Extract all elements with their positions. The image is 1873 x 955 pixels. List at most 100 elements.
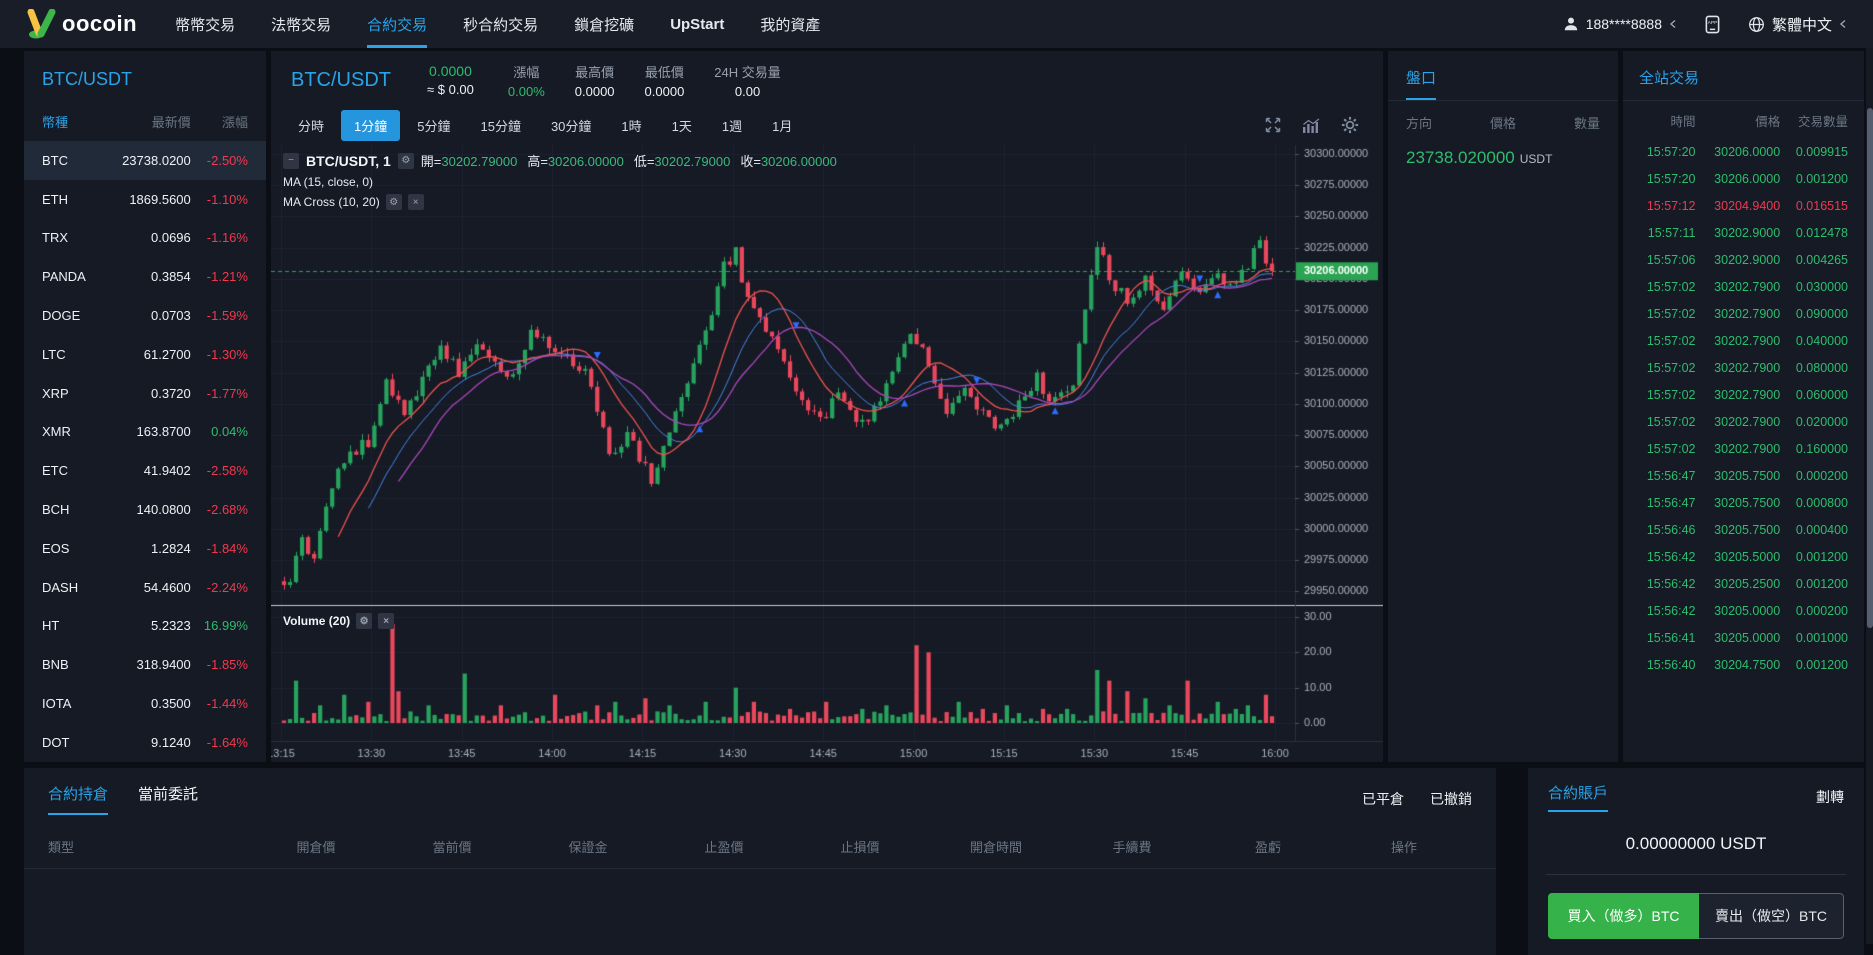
timeframe-tab-2[interactable]: 1分鐘 xyxy=(341,110,400,141)
positions-tab-2[interactable]: 當前委託 xyxy=(138,783,198,815)
user-account-menu[interactable]: 188****8888 xyxy=(1563,16,1677,32)
legend-gear-icon[interactable]: ⚙ xyxy=(386,194,402,210)
candlestick-chart[interactable]: − BTC/USDT, 1 ⚙ 開=30202.79000 高=30206.00… xyxy=(271,145,1383,762)
legend-gear-icon[interactable]: ⚙ xyxy=(356,613,372,629)
cancelled-orders-link[interactable]: 已撤銷 xyxy=(1430,789,1472,809)
trade-price: 30202.7900 xyxy=(1695,388,1780,402)
timeframe-tab-6[interactable]: 1時 xyxy=(608,110,654,141)
legend-close-icon[interactable]: × xyxy=(378,613,394,629)
market-change: -1.64% xyxy=(191,735,248,750)
sell-short-button[interactable]: 賣出（做空）BTC xyxy=(1699,893,1844,939)
logo[interactable]: oocoin xyxy=(24,9,137,39)
trade-amount: 0.000200 xyxy=(1780,469,1848,483)
contract-account-panel: 合約賬戶 劃轉 0.00000000 USDT 買入（做多）BTC 賣出（做空）… xyxy=(1528,768,1864,955)
positions-table-header: 類型開倉價當前價保證金止盈價止損價開倉時間手續費盈虧操作 xyxy=(24,815,1496,869)
market-symbol: LTC xyxy=(42,347,105,362)
trade-amount: 0.001200 xyxy=(1780,577,1848,591)
transfer-link[interactable]: 劃轉 xyxy=(1816,787,1844,807)
account-header: 合約賬戶 劃轉 xyxy=(1548,782,1844,812)
column-symbol[interactable]: 幣種 xyxy=(42,112,105,131)
timeframe-tab-9[interactable]: 1月 xyxy=(759,110,805,141)
trade-time: 15:56:46 xyxy=(1639,523,1695,537)
language-selector[interactable]: 繁體中文 xyxy=(1748,14,1847,35)
trade-amount: 0.001200 xyxy=(1780,658,1848,672)
market-price: 140.0800 xyxy=(105,502,191,517)
legend-collapse-icon[interactable]: − xyxy=(283,153,299,169)
trade-price: 30204.7500 xyxy=(1695,658,1780,672)
stat-label: 最低價 xyxy=(645,62,685,81)
column-change[interactable]: 漲幅 xyxy=(191,112,248,131)
trade-price: 30202.9000 xyxy=(1695,226,1780,240)
trades-title: 全站交易 xyxy=(1639,70,1699,87)
nav-item-7[interactable]: 我的資產 xyxy=(760,0,820,48)
nav-item-6[interactable]: UpStart xyxy=(670,0,724,48)
column-price: 價格 xyxy=(1695,111,1780,130)
timeframe-tab-8[interactable]: 1週 xyxy=(709,110,755,141)
positions-column-9: 盈虧 xyxy=(1200,837,1336,856)
market-change: -1.84% xyxy=(191,541,248,556)
market-change: -1.85% xyxy=(191,657,248,672)
nav-item-5[interactable]: 鎖倉挖礦 xyxy=(574,0,634,48)
market-price: 0.0703 xyxy=(105,308,191,323)
indicator-icon[interactable] xyxy=(1302,118,1321,133)
column-last-price[interactable]: 最新價 xyxy=(105,112,191,131)
timeframe-tab-7[interactable]: 1天 xyxy=(659,110,705,141)
market-price: 0.3720 xyxy=(105,386,191,401)
trade-time: 15:57:02 xyxy=(1639,334,1695,348)
trade-amount: 0.012478 xyxy=(1780,226,1848,240)
nav-item-2[interactable]: 法幣交易 xyxy=(271,0,331,48)
nav-item-1[interactable]: 幣幣交易 xyxy=(175,0,235,48)
market-symbol: EOS xyxy=(42,541,105,556)
scrollbar-thumb[interactable] xyxy=(1867,108,1873,628)
language-label: 繁體中文 xyxy=(1772,14,1832,35)
market-list-header: 幣種 最新價 漲幅 xyxy=(24,104,266,141)
svg-text:APP: APP xyxy=(1708,20,1718,26)
gear-icon[interactable] xyxy=(1341,116,1359,134)
market-price: 0.3500 xyxy=(105,696,191,711)
page-scrollbar[interactable] xyxy=(1866,48,1873,944)
fullscreen-icon[interactable] xyxy=(1264,116,1282,134)
timeframe-tab-3[interactable]: 5分鐘 xyxy=(404,110,463,141)
timeframe-tab-1[interactable]: 分時 xyxy=(285,110,337,141)
trade-price: 30204.9400 xyxy=(1695,199,1780,213)
legend-close-icon[interactable]: × xyxy=(408,194,424,210)
positions-tab-1[interactable]: 合約持倉 xyxy=(48,783,108,815)
trade-time: 15:56:40 xyxy=(1639,658,1695,672)
nav-item-4[interactable]: 秒合約交易 xyxy=(463,0,538,48)
app-download-icon[interactable]: APP xyxy=(1703,15,1722,34)
timeframe-tab-5[interactable]: 30分鐘 xyxy=(538,110,604,141)
stat-value: 0.00 xyxy=(714,84,780,99)
nav-item-3[interactable]: 合約交易 xyxy=(367,0,427,48)
trade-time: 15:57:20 xyxy=(1639,172,1695,186)
account-title[interactable]: 合約賬戶 xyxy=(1548,782,1608,812)
closed-positions-link[interactable]: 已平倉 xyxy=(1362,789,1404,809)
timeframe-tab-4[interactable]: 15分鐘 xyxy=(467,110,533,141)
stat-value: 0.0000 xyxy=(645,84,685,99)
account-balance: 0.00000000 USDT xyxy=(1548,834,1844,854)
orderbook-title[interactable]: 盤口 xyxy=(1406,67,1436,100)
buy-long-button[interactable]: 買入（做多）BTC xyxy=(1548,893,1699,939)
legend-gear-icon[interactable]: ⚙ xyxy=(398,153,414,169)
